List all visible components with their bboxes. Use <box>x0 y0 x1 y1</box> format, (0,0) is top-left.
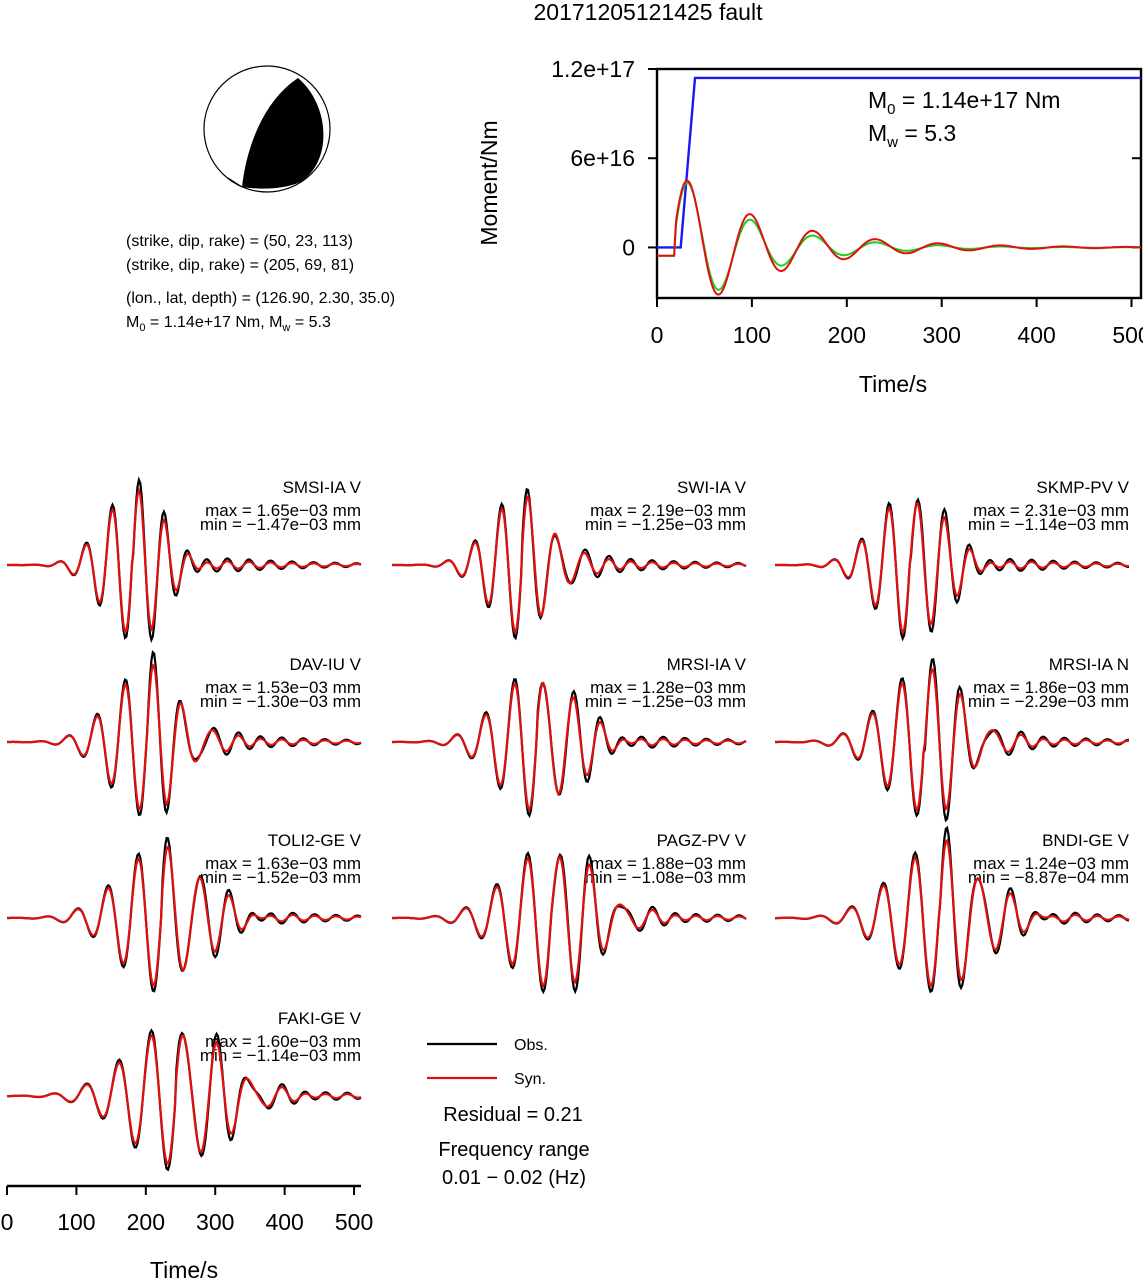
observed-trace <box>775 825 1130 994</box>
nodal-plane-2: (strike, dip, rake) = (205, 69, 81) <box>126 257 354 274</box>
station-name: MRSI-IA N <box>1049 655 1129 674</box>
station-name: MRSI-IA V <box>667 655 747 674</box>
synthetic-trace <box>775 838 1130 988</box>
moment-x-tick-label: 200 <box>828 322 866 348</box>
moment-curves <box>657 76 1142 296</box>
observed-trace <box>7 650 362 817</box>
figure-title: 20171205121425 fault <box>534 0 764 25</box>
waveform-x-tick-label: 300 <box>196 1209 234 1235</box>
legend: Obs. Syn. Residual = 0.21 Frequency rang… <box>427 1037 590 1189</box>
station-max: max = 1.60e−03 mm <box>205 1032 361 1051</box>
moment-y-tick-label: 6e+16 <box>570 145 635 171</box>
waveform-x-tick-label: 0 <box>1 1209 14 1235</box>
moment-x-tick-label: 300 <box>923 322 961 348</box>
station-max: max = 2.19e−03 mm <box>590 501 746 520</box>
station-min: min = −1.25e−03 mm <box>585 692 746 711</box>
nodal-plane-1: (strike, dip, rake) = (50, 23, 113) <box>126 233 353 250</box>
synthetic-trace <box>775 502 1129 636</box>
moment-x-tick-label: 500 <box>1112 322 1143 348</box>
station-max: max = 1.24e−03 mm <box>973 854 1129 873</box>
station-name: TOLI2-GE V <box>268 831 362 850</box>
beachball-parameters: (strike, dip, rake) = (50, 23, 113) (str… <box>126 233 395 334</box>
waveform-x-tick-label: 400 <box>265 1209 303 1235</box>
station-max: max = 1.63e−03 mm <box>205 854 361 873</box>
waveform-x-tick-label: 100 <box>57 1209 95 1235</box>
waveform-x-tick-label: 500 <box>335 1209 373 1235</box>
station-min: min = −1.25e−03 mm <box>585 515 746 534</box>
synthetic-trace <box>775 667 1130 812</box>
synthetic-trace <box>7 844 362 987</box>
station-min: min = −8.87e−04 mm <box>968 868 1129 887</box>
frequency-range-value: 0.01 − 0.02 (Hz) <box>442 1167 586 1189</box>
station-name: FAKI-GE V <box>278 1009 362 1028</box>
waveform-time-axis: Time/s 0 100 200 300 400 500 <box>1 1184 373 1281</box>
synthetic-trace <box>7 663 362 811</box>
moment-y-ticks: 0 6e+16 1.2e+17 <box>551 56 1141 260</box>
beachball <box>203 65 331 193</box>
synthetic-trace <box>7 487 362 634</box>
moment-mw-annotation: Mw = 5.3 <box>868 120 956 151</box>
legend-syn-label: Syn. <box>514 1071 546 1088</box>
waveform-x-axis-label: Time/s <box>150 1257 218 1281</box>
station-max: max = 1.88e−03 mm <box>590 854 746 873</box>
moment-x-tick-label: 0 <box>651 322 664 348</box>
station-max: max = 2.31e−03 mm <box>973 501 1129 520</box>
station-max: max = 1.53e−03 mm <box>205 678 361 697</box>
station-max: max = 1.28e−03 mm <box>590 678 746 697</box>
station-name: SMSI-IA V <box>283 478 362 497</box>
moment-y-tick-label: 1.2e+17 <box>551 56 635 82</box>
station-min: min = −1.52e−03 mm <box>200 868 361 887</box>
station-min: min = −1.08e−03 mm <box>585 868 746 887</box>
station-max: max = 1.86e−03 mm <box>973 678 1129 697</box>
station-min: min = −2.29e−03 mm <box>968 692 1129 711</box>
station-max: max = 1.65e−03 mm <box>205 501 361 520</box>
moment-x-tick-label: 100 <box>733 322 771 348</box>
station-name: SKMP-PV V <box>1036 478 1129 497</box>
station-name: BNDI-GE V <box>1042 831 1130 850</box>
station-name: DAV-IU V <box>290 655 362 674</box>
beachball-nodal-line <box>227 177 243 188</box>
moment-plot-frame <box>655 67 1143 300</box>
residual-text: Residual = 0.21 <box>443 1104 583 1126</box>
moment-m0-annotation: M0 = 1.14e+17 Nm <box>868 87 1060 118</box>
moment-chart: 0 6e+16 1.2e+17 0 100 200 300 400 500 Moment/Nm… <box>476 56 1143 397</box>
beachball-compression-quadrant <box>242 78 324 189</box>
moment-x-axis-label: Time/s <box>859 371 927 397</box>
moment-curve <box>657 76 1141 249</box>
frequency-range-title: Frequency range <box>438 1139 589 1161</box>
hypocenter: (lon., lat, depth) = (126.90, 2.30, 35.0… <box>126 290 395 307</box>
station-min: min = −1.14e−03 mm <box>200 1046 361 1065</box>
synthetic-trace <box>392 681 747 813</box>
moment-magnitude-line: M0 = 1.14e+17 Nm, Mw = 5.3 <box>126 314 331 334</box>
moment-reference-trace <box>657 181 1141 291</box>
station-min: min = −1.47e−03 mm <box>200 515 361 534</box>
moment-y-axis-label: Moment/Nm <box>476 120 502 245</box>
synthetic-trace <box>392 855 747 989</box>
synthetic-trace <box>7 1033 362 1166</box>
moment-synthetic-trace <box>657 179 1142 296</box>
legend-obs-label: Obs. <box>514 1037 548 1054</box>
synthetic-trace <box>392 494 747 635</box>
moment-x-tick-label: 400 <box>1017 322 1055 348</box>
station-min: min = −1.14e−03 mm <box>968 515 1129 534</box>
station-name: SWI-IA V <box>677 478 747 497</box>
station-min: min = −1.30e−03 mm <box>200 692 361 711</box>
moment-y-tick-label: 0 <box>622 234 635 260</box>
moment-x-ticks: 0 100 200 300 400 500 <box>651 298 1143 348</box>
station-name: PAGZ-PV V <box>657 831 747 850</box>
waveform-x-tick-label: 200 <box>127 1209 165 1235</box>
